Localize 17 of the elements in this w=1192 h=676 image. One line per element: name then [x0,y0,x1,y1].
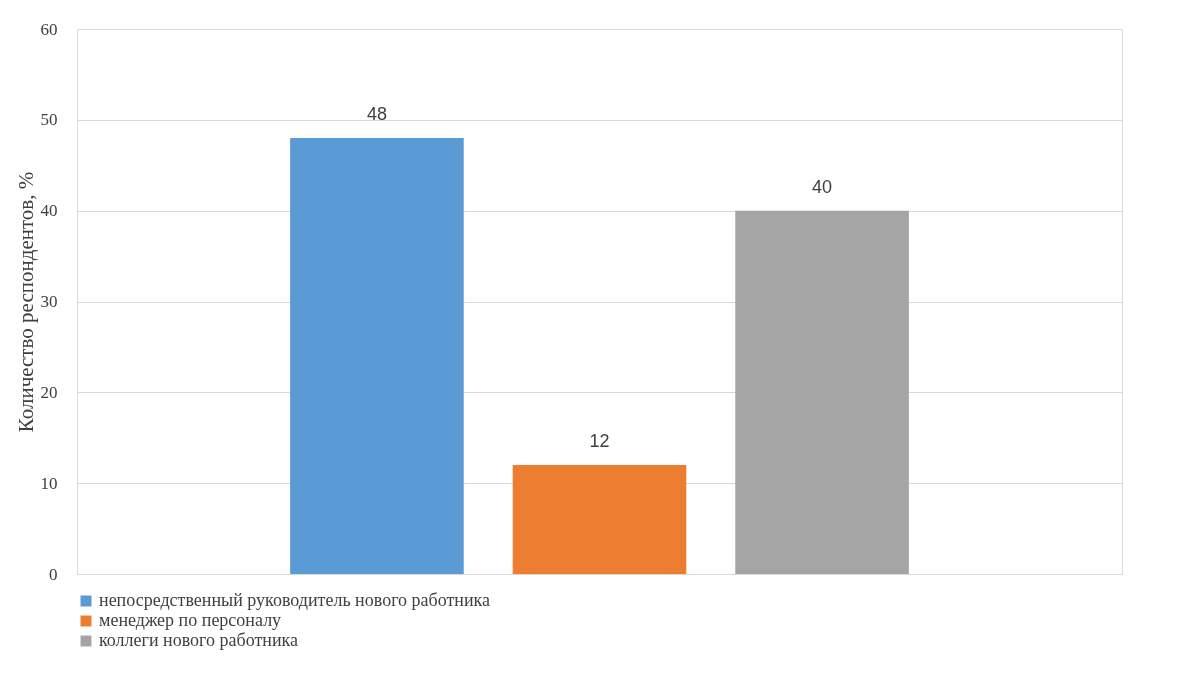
legend-label: коллеги нового работника [99,630,299,650]
legend-label: непосредственный руководитель нового работника [99,590,491,610]
data-label: 48 [366,104,387,124]
y-axis-title: Количество респондентов, % [13,171,38,433]
y-tick-label: 20 [40,382,58,402]
y-tick-label: 0 [49,564,58,584]
legend-label: менеджер по персоналу [99,610,282,630]
y-tick-label: 50 [40,110,58,130]
y-tick-label: 30 [40,292,58,311]
bar [512,465,687,574]
y-tick-label: 10 [40,473,58,493]
data-label: 12 [589,431,610,451]
bar [290,138,464,574]
data-label: 40 [812,176,833,197]
y-tick-label: 60 [40,19,58,39]
y-tick-label: 40 [40,201,58,221]
bar [735,210,909,574]
